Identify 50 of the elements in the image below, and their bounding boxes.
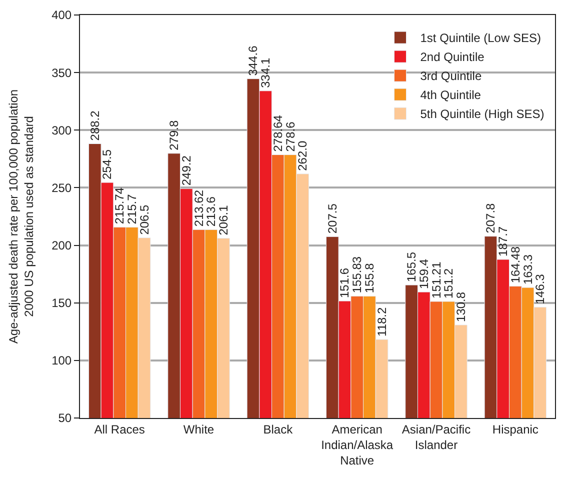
data-label: 164.48 [508, 246, 522, 284]
data-label: 288.2 [88, 110, 102, 141]
x-tick-label: Black [263, 422, 294, 436]
data-label: 207.8 [484, 202, 498, 234]
y-tick-label: 400 [52, 8, 72, 22]
data-label: 159.4 [416, 258, 431, 290]
data-label: 130.8 [454, 292, 468, 322]
legend-label: 4th Quintile [420, 88, 482, 102]
legend-label: 1st Quintile (Low SES) [420, 31, 541, 46]
y-tick-label: 150 [52, 296, 72, 310]
data-label: 163.3 [520, 254, 535, 285]
x-tick-label: Asian/Pacific Islander [402, 422, 471, 452]
data-label: 187.7 [496, 226, 510, 256]
x-tick-label: White [183, 422, 214, 436]
data-label: 151.21 [429, 261, 444, 298]
y-tick-label: 250 [52, 180, 72, 195]
data-label: 118.2 [374, 307, 389, 336]
data-label: 262.0 [296, 140, 310, 171]
legend-label: 5th Quintile (High SES) [420, 107, 544, 122]
data-label: 206.5 [137, 204, 152, 235]
data-label: 279.8 [167, 120, 182, 150]
data-label: 155.83 [350, 256, 364, 294]
legend-label: 2nd Quintile [420, 50, 485, 64]
data-label: 215.7 [124, 194, 139, 224]
data-label: 334.1 [258, 58, 273, 88]
legend-label: 3rd Quintile [420, 69, 482, 84]
data-label: 249.2 [179, 155, 194, 186]
y-tick-label: 200 [52, 238, 72, 252]
x-tick-label: Hispanic [492, 422, 538, 436]
y-tick-label: 100 [52, 354, 72, 368]
data-label: 213.62 [192, 190, 206, 227]
data-label: 213.6 [204, 196, 218, 227]
y-tick-label: 50 [58, 411, 72, 426]
x-tick-label: All Races [94, 422, 145, 436]
y-tick-label: 300 [52, 123, 72, 138]
data-label: 146.3 [533, 274, 548, 304]
data-label: 207.5 [325, 203, 340, 234]
data-label: 151.2 [442, 268, 456, 298]
y-axis-title: Age-adjusted death rate per 100,000 population 2000 US population used as standard [6, 89, 36, 344]
data-label: 151.6 [338, 268, 352, 298]
data-label: 165.5 [404, 252, 419, 282]
data-label: 206.1 [216, 204, 230, 236]
y-tick-label: 350 [52, 66, 72, 80]
data-label: 254.5 [100, 149, 114, 180]
data-label: 344.6 [246, 45, 260, 76]
data-label: 278.6 [283, 121, 298, 152]
data-label: 278.64 [270, 114, 285, 152]
x-tick-label: American Indian/Alaska Native [321, 422, 394, 468]
data-label: 215.74 [112, 187, 127, 224]
data-label: 155.8 [362, 262, 376, 294]
